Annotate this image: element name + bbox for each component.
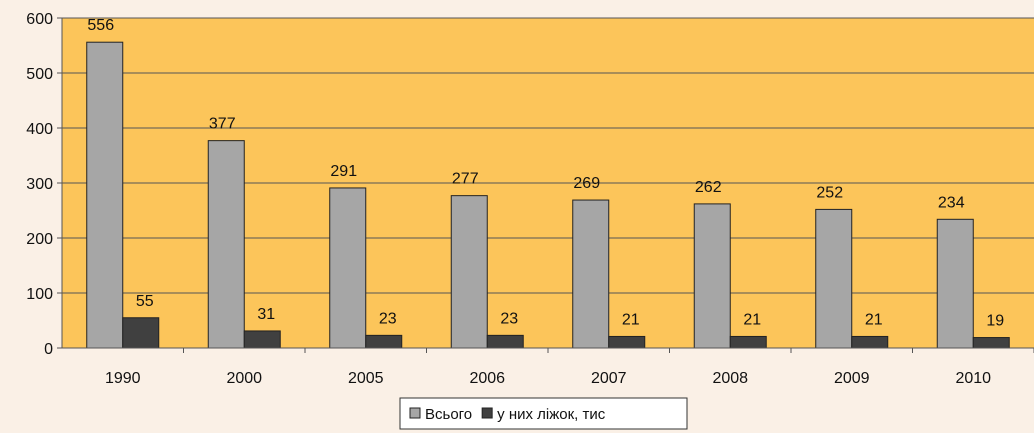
data-label-total-2007: 269 [573, 175, 600, 192]
legend-box [399, 397, 688, 430]
y-tick-label: 600 [26, 11, 53, 28]
data-label-beds-2009: 21 [865, 311, 883, 328]
data-label-total-2010: 234 [938, 194, 965, 211]
x-tick-label: 2000 [226, 370, 262, 387]
legend-swatch-beds [481, 407, 493, 419]
y-tick-label: 400 [26, 121, 53, 138]
data-labels: 556 55 377 31 291 23 277 23 269 21 262 21 252 21 234 19 [87, 17, 1004, 329]
bar-total-2010 [936, 218, 974, 349]
legend-swatch-total [409, 407, 421, 419]
bar-beds-2005 [365, 334, 403, 349]
y-tick-label: 300 [26, 176, 53, 193]
data-label-total-2008: 262 [695, 179, 722, 196]
legend-label-beds: у них ліжок, тис [497, 406, 606, 423]
x-tick-label: 2006 [469, 370, 505, 387]
data-label-total-2009: 252 [816, 184, 843, 201]
x-tick-label: 2009 [834, 370, 870, 387]
bar-total-1990 [86, 41, 124, 349]
y-tick-label: 0 [44, 341, 53, 358]
x-tick-label: 1990 [105, 370, 141, 387]
bar-beds-2008 [729, 335, 767, 349]
bar-beds-2010 [972, 337, 1010, 349]
bar-total-2000 [207, 140, 245, 349]
legend: Всього у них ліжок, тис [399, 397, 688, 430]
data-label-beds-2006: 23 [500, 310, 518, 327]
bar-total-2005 [329, 187, 367, 349]
bar-beds-2006 [486, 334, 524, 349]
data-label-beds-2008: 21 [743, 311, 761, 328]
y-tick-label: 200 [26, 231, 53, 248]
data-label-beds-2010: 19 [986, 313, 1004, 330]
x-tick-label: 2010 [955, 370, 991, 387]
x-axis-ticks: 1990 2000 2005 2006 2007 2008 2009 2010 [105, 348, 1034, 387]
data-label-beds-2007: 21 [622, 311, 640, 328]
data-label-total-2005: 291 [330, 163, 357, 180]
y-tick-label: 100 [26, 286, 53, 303]
bar-beds-2009 [851, 335, 889, 349]
bars [86, 41, 1010, 349]
bar-total-2006 [450, 195, 488, 349]
data-label-beds-2000: 31 [257, 306, 275, 323]
bar-total-2007 [572, 199, 610, 349]
x-tick-label: 2005 [348, 370, 384, 387]
data-label-total-1990: 556 [87, 17, 114, 34]
bar-beds-2000 [243, 330, 281, 349]
data-label-total-2000: 377 [209, 116, 236, 133]
bar-beds-1990 [122, 317, 160, 349]
data-label-total-2006: 277 [452, 171, 479, 188]
bar-total-2008 [693, 203, 731, 349]
x-tick-label: 2008 [712, 370, 748, 387]
data-label-beds-2005: 23 [379, 310, 397, 327]
bar-total-2009 [815, 208, 853, 349]
data-label-beds-1990: 55 [136, 293, 154, 310]
y-axis-ticks: 0 100 200 300 400 500 600 [26, 11, 62, 358]
x-tick-label: 2007 [591, 370, 627, 387]
y-tick-label: 500 [26, 66, 53, 83]
bar-beds-2007 [608, 335, 646, 349]
legend-label-total: Всього [425, 406, 472, 423]
